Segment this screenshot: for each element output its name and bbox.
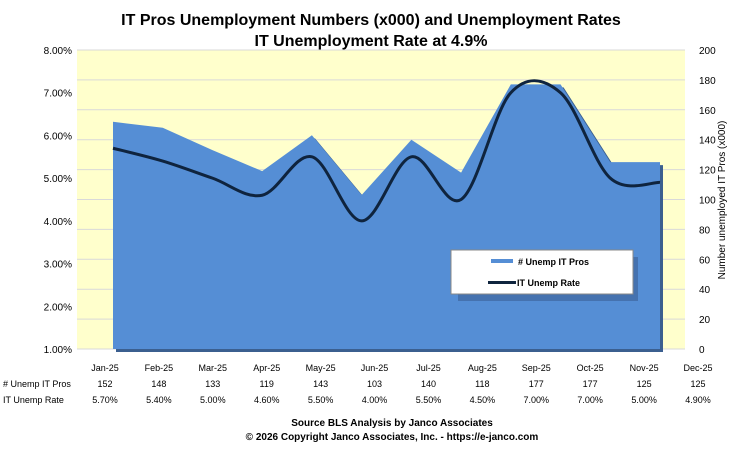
table-cell: 5.50% — [416, 395, 442, 405]
category-label: May-25 — [306, 363, 336, 373]
category-label: Jan-25 — [91, 363, 119, 373]
table-cell: 4.90% — [685, 395, 711, 405]
table-cell: 152 — [97, 379, 112, 389]
left-tick-label: 8.00% — [44, 46, 72, 57]
table-cell: 5.50% — [308, 395, 334, 405]
legend-label-line: IT Unemp Rate — [517, 278, 580, 288]
category-label: Oct-25 — [577, 363, 604, 373]
right-axis-label: Number unemployed IT Pros (x000) — [717, 121, 728, 280]
table-cell: 177 — [529, 379, 544, 389]
table-cell: 7.00% — [524, 395, 550, 405]
table-cell: 118 — [475, 379, 489, 389]
right-tick-label: 60 — [699, 255, 711, 266]
table-cell: 125 — [690, 379, 705, 389]
line-series-it-unemp-rate — [112, 79, 661, 223]
table-cell: 4.00% — [362, 395, 388, 405]
left-tick-label: 5.00% — [44, 174, 72, 185]
left-tick-label: 4.00% — [44, 217, 72, 228]
table-cell: 143 — [313, 379, 328, 389]
table-cell: 177 — [583, 379, 598, 389]
left-tick-label: 1.00% — [44, 345, 72, 356]
table-row-label: IT Unemp Rate — [3, 395, 64, 405]
table-cell: 4.50% — [470, 395, 496, 405]
table-row-label: # Unemp IT Pros — [3, 379, 71, 389]
right-tick-label: 140 — [699, 136, 716, 147]
table-cell: 5.40% — [146, 395, 172, 405]
footer-copyright: © 2026 Copyright Janco Associates, Inc. … — [246, 432, 539, 443]
table-cell: 133 — [205, 379, 220, 389]
footer-source: Source BLS Analysis by Janco Associates — [291, 418, 493, 429]
chart-subtitle: IT Unemployment Rate at 4.9% — [255, 33, 488, 50]
left-tick-label: 7.00% — [44, 89, 72, 100]
table-cell: 103 — [367, 379, 382, 389]
category-label: Feb-25 — [145, 363, 174, 373]
category-label: Jul-25 — [416, 363, 441, 373]
left-tick-label: 3.00% — [44, 260, 72, 271]
table-cell: 125 — [637, 379, 652, 389]
chart-title: IT Pros Unemployment Numbers (x000) and … — [121, 12, 621, 29]
right-tick-label: 160 — [699, 106, 716, 117]
category-label: Sep-25 — [522, 363, 551, 373]
category-label: Mar-25 — [199, 363, 228, 373]
table-cell: 5.00% — [631, 395, 657, 405]
table-cell: 119 — [260, 379, 274, 389]
table-cell: 5.00% — [200, 395, 226, 405]
right-tick-label: 200 — [699, 46, 716, 57]
table-cell: 7.00% — [577, 395, 603, 405]
left-tick-label: 6.00% — [44, 131, 72, 142]
right-tick-label: 0 — [699, 345, 705, 356]
category-label: Apr-25 — [253, 363, 280, 373]
right-tick-label: 20 — [699, 315, 711, 326]
table-cell: 5.70% — [92, 395, 118, 405]
right-tick-label: 40 — [699, 285, 711, 296]
table-cell: 140 — [421, 379, 436, 389]
category-label: Aug-25 — [468, 363, 497, 373]
right-tick-label: 100 — [699, 196, 716, 207]
legend-swatch-area — [491, 259, 513, 263]
right-tick-label: 80 — [699, 225, 711, 236]
category-label: Dec-25 — [683, 363, 712, 373]
table-cell: 4.60% — [254, 395, 280, 405]
left-tick-label: 2.00% — [44, 302, 72, 313]
right-tick-label: 120 — [699, 166, 716, 177]
legend: # Unemp IT Pros IT Unemp Rate — [450, 249, 638, 301]
right-tick-label: 180 — [699, 76, 716, 87]
table-cell: 148 — [151, 379, 166, 389]
legend-label-area: # Unemp IT Pros — [518, 257, 589, 267]
category-label: Jun-25 — [361, 363, 389, 373]
category-label: Nov-25 — [630, 363, 659, 373]
legend-swatch-line — [488, 281, 516, 284]
